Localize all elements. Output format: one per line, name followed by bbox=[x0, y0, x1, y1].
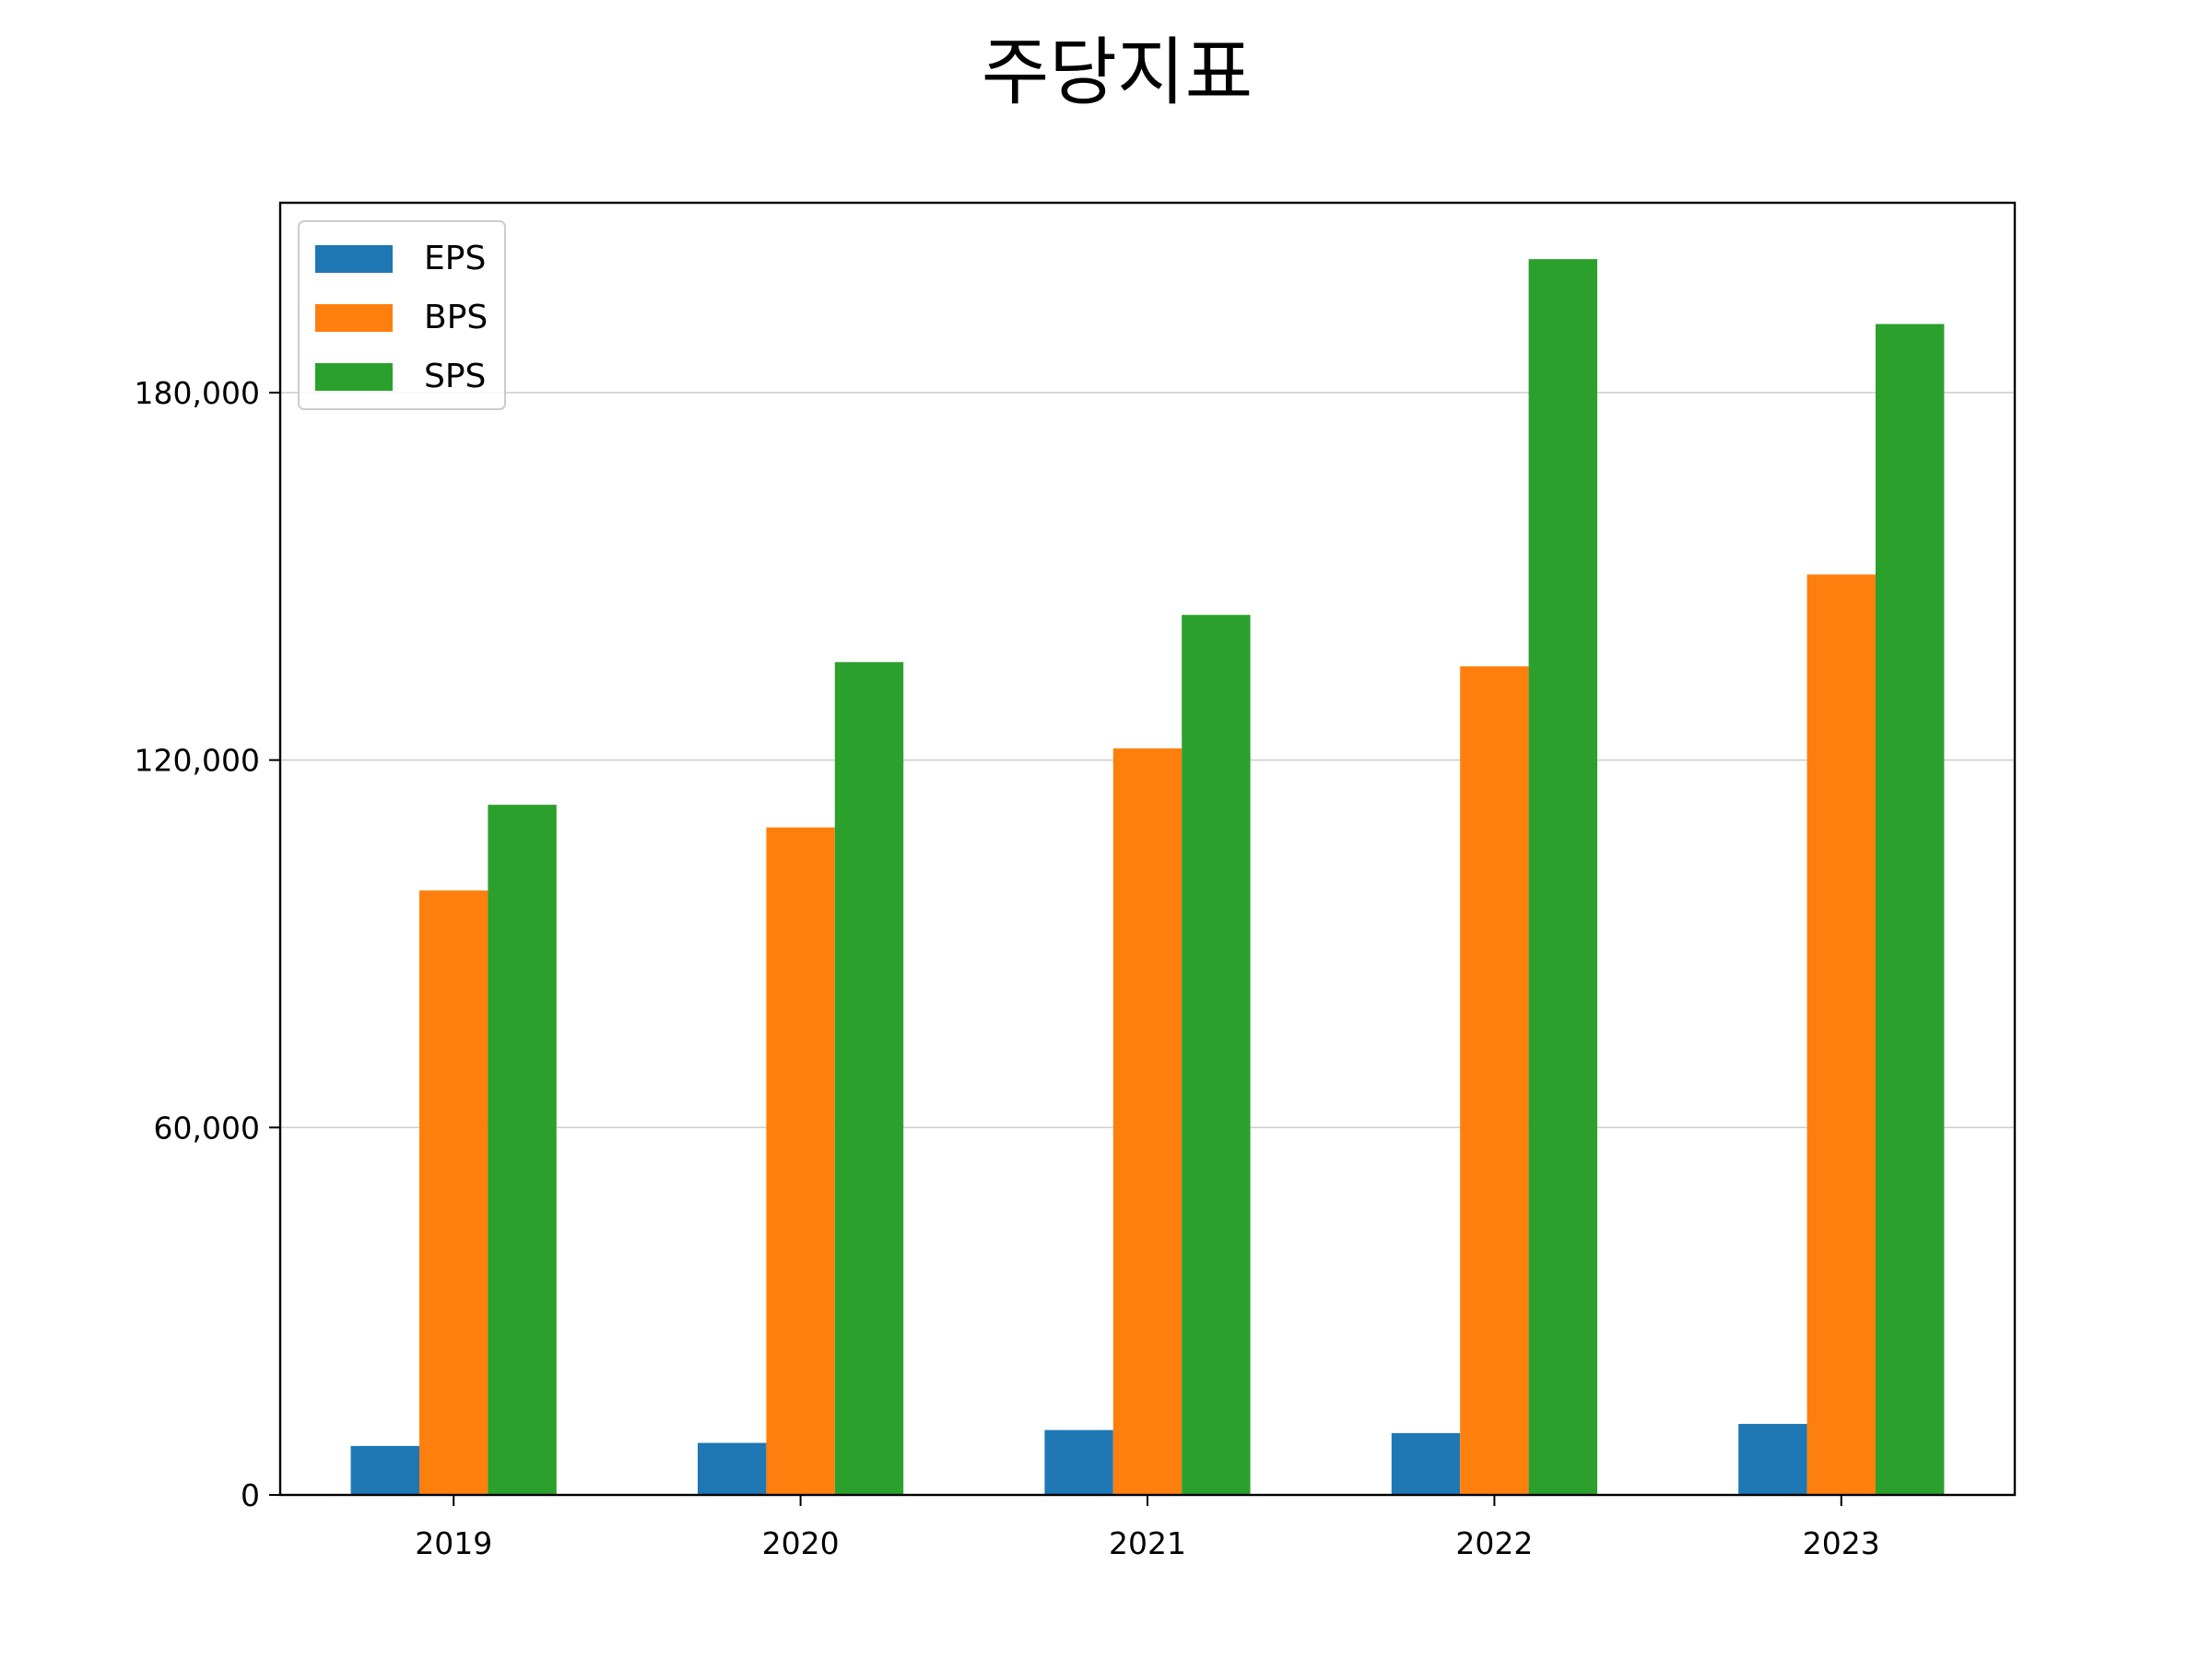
bar-sps-2022[interactable] bbox=[1528, 259, 1597, 1495]
axes: 0 60,000 120,000 180,000 2019 2020 2021 2022 202… bbox=[135, 201, 2017, 1561]
y-tick-label: 60,000 bbox=[154, 1110, 260, 1146]
bar-sps-2023[interactable] bbox=[1876, 324, 1945, 1496]
legend-label-eps[interactable]: EPS bbox=[424, 240, 486, 277]
bars bbox=[350, 259, 1945, 1496]
bar-bps-2020[interactable] bbox=[766, 827, 835, 1495]
y-tick-label: 120,000 bbox=[135, 743, 260, 779]
legend-label-bps[interactable]: BPS bbox=[424, 299, 488, 336]
bar-bps-2023[interactable] bbox=[1806, 574, 1876, 1495]
legend-swatch-sps[interactable] bbox=[315, 363, 393, 391]
x-tick-label: 2023 bbox=[1803, 1525, 1880, 1561]
bar-sps-2020[interactable] bbox=[834, 662, 904, 1495]
bar-bps-2019[interactable] bbox=[419, 890, 488, 1495]
chart-title: 주당지표 bbox=[981, 29, 1253, 115]
x-tick-label: 2020 bbox=[762, 1525, 840, 1561]
y-tick-label: 0 bbox=[241, 1477, 260, 1513]
bar-eps-2021[interactable] bbox=[1044, 1430, 1113, 1495]
bar-eps-2019[interactable] bbox=[350, 1445, 419, 1495]
legend-swatch-eps[interactable] bbox=[315, 245, 393, 273]
bar-sps-2019[interactable] bbox=[488, 805, 557, 1495]
plot-frame bbox=[278, 201, 2017, 1497]
x-tick-label: 2022 bbox=[1455, 1525, 1533, 1561]
legend: EPS BPS SPS bbox=[298, 220, 506, 410]
y-tick-label: 180,000 bbox=[135, 375, 260, 411]
x-tick-label: 2021 bbox=[1109, 1525, 1186, 1561]
bar-sps-2021[interactable] bbox=[1182, 615, 1251, 1495]
bar-eps-2023[interactable] bbox=[1738, 1423, 1807, 1495]
x-tick-label: 2019 bbox=[415, 1525, 492, 1561]
legend-label-sps[interactable]: SPS bbox=[424, 358, 486, 395]
bar-eps-2022[interactable] bbox=[1391, 1432, 1461, 1495]
bar-eps-2020[interactable] bbox=[698, 1442, 767, 1495]
bar-bps-2021[interactable] bbox=[1112, 748, 1182, 1495]
bar-bps-2022[interactable] bbox=[1460, 665, 1529, 1495]
legend-swatch-bps[interactable] bbox=[315, 304, 393, 332]
